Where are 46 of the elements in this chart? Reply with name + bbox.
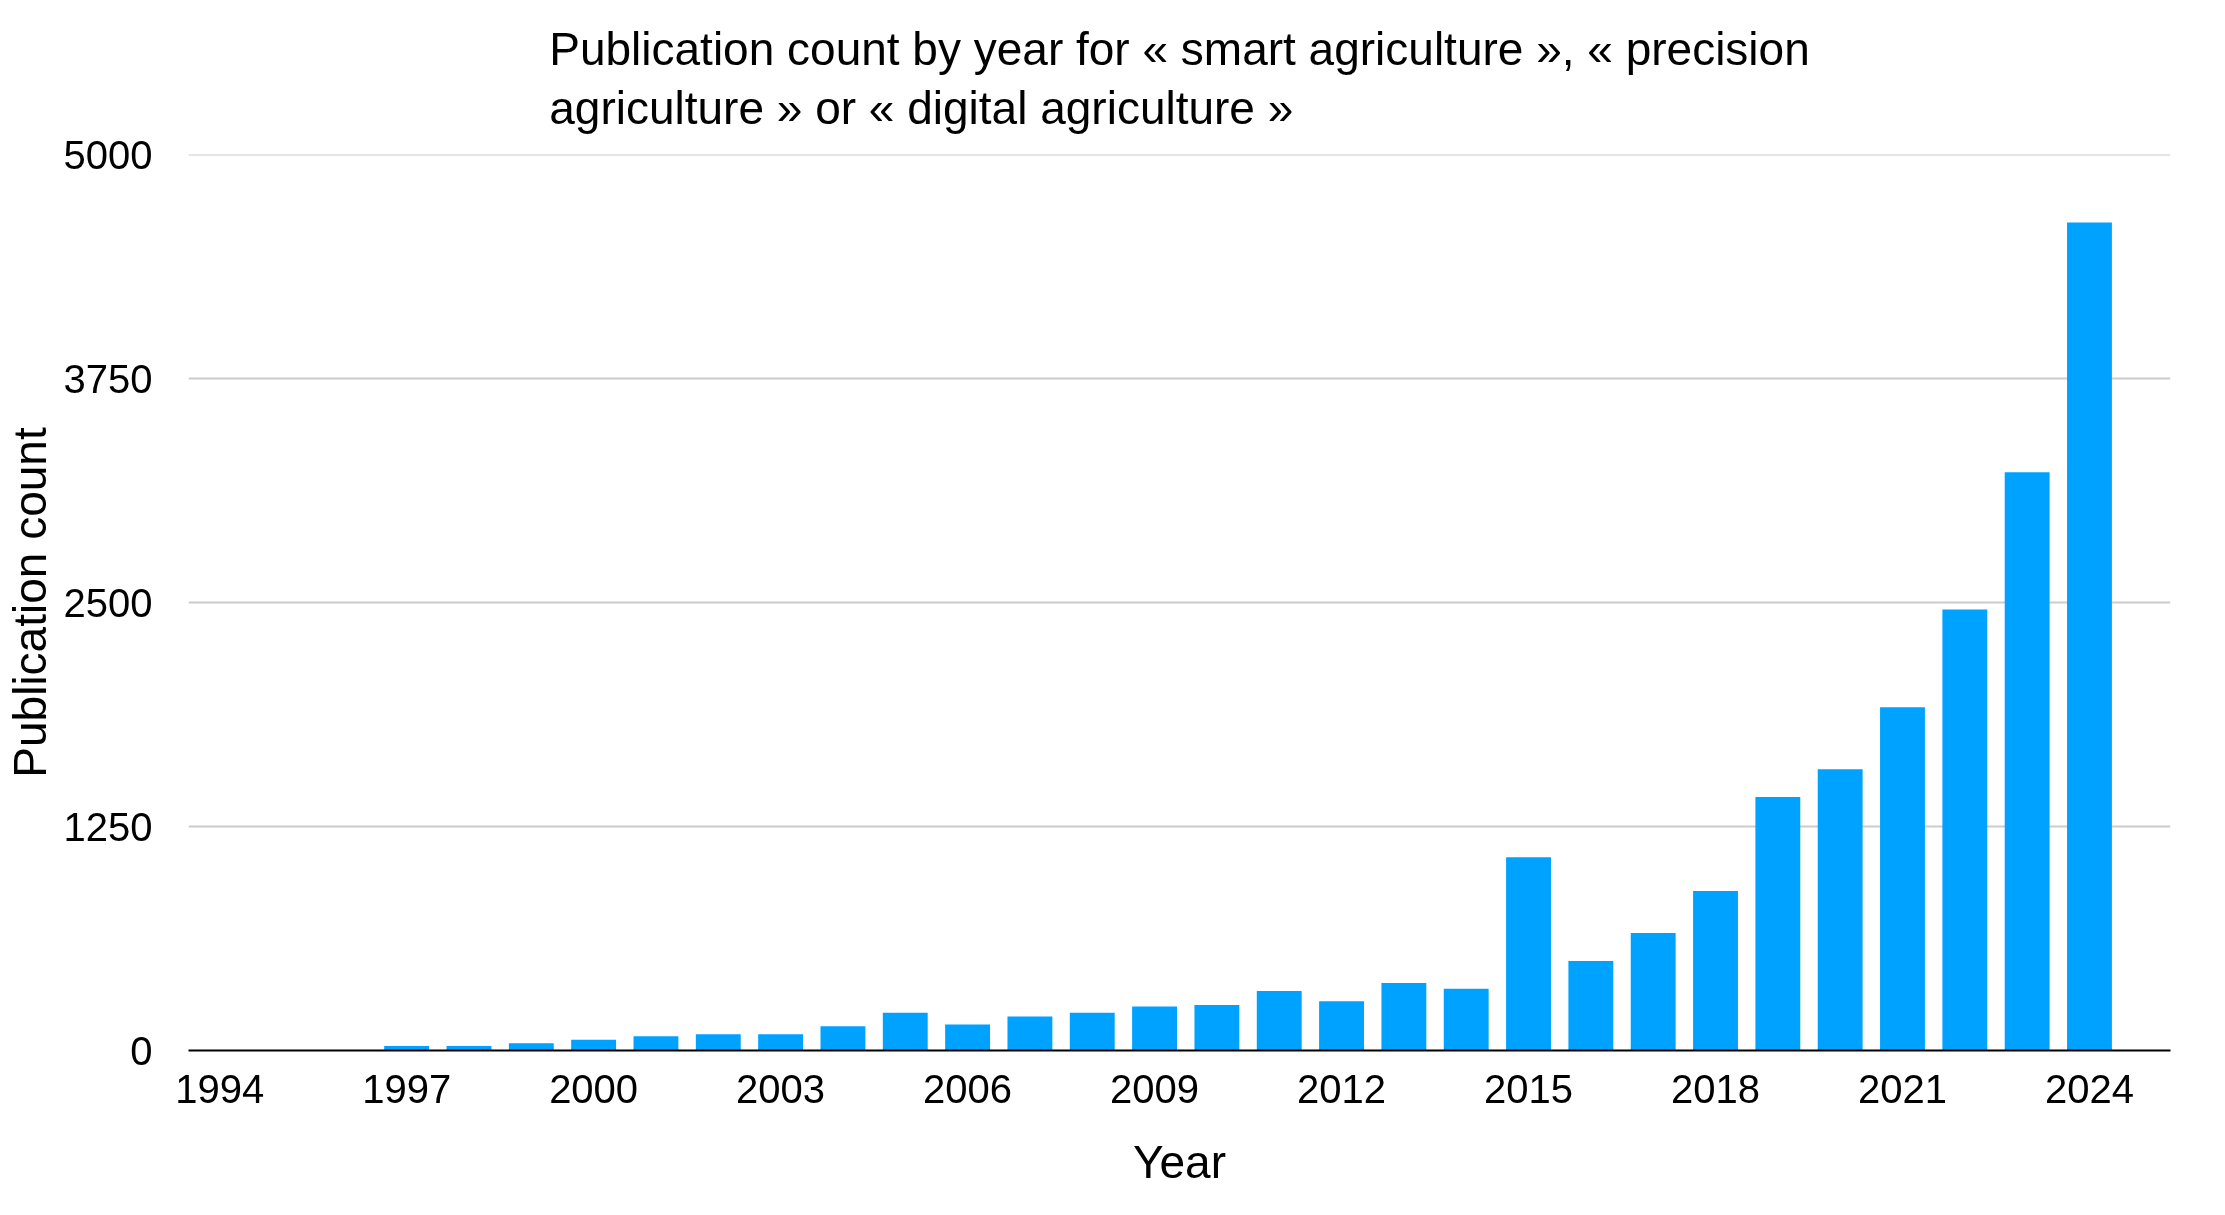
x-tick-label: 2009 [1110, 1066, 1200, 1111]
x-tick-label: 2000 [549, 1066, 639, 1111]
bar [945, 1024, 991, 1051]
y-tick-label: 2500 [63, 580, 153, 625]
x-tick-label: 2024 [2044, 1066, 2134, 1111]
y-axis-title: Publication count [3, 427, 56, 778]
bar [1381, 982, 1427, 1051]
bar [820, 1026, 866, 1051]
bar [1007, 1016, 1053, 1051]
bar [1443, 988, 1489, 1051]
bar [1194, 1004, 1240, 1051]
bar [1132, 1006, 1178, 1051]
x-tick-label: 2015 [1484, 1066, 1574, 1111]
bar [2067, 222, 2112, 1051]
bar [508, 1043, 554, 1051]
bar [1880, 707, 1925, 1051]
x-tick-label: 2018 [1671, 1066, 1760, 1111]
bar [2004, 472, 2050, 1051]
x-tick-label: 2003 [736, 1066, 826, 1111]
x-tick-label: 2006 [923, 1066, 1013, 1111]
bar [1319, 1001, 1364, 1051]
bar [1069, 1012, 1115, 1051]
bar [1506, 857, 1551, 1051]
x-tick-label: 1994 [175, 1066, 265, 1111]
y-tick-label: 5000 [63, 132, 153, 177]
x-tick-label: 1997 [362, 1066, 452, 1111]
x-tick-label: 2021 [1858, 1066, 1947, 1111]
bar [1568, 960, 1614, 1051]
bar [1256, 991, 1302, 1051]
bar [571, 1039, 617, 1051]
y-tick-label: 3750 [63, 356, 153, 401]
bar [758, 1034, 804, 1051]
x-axis-title: Year [1133, 1135, 1226, 1188]
y-tick-label: 0 [130, 1028, 153, 1073]
chart-title: Publication count by year for « smart agriculture », « precision agriculture » or « digital agriculture » [549, 22, 1810, 135]
bar [633, 1036, 679, 1051]
bar [1942, 609, 1988, 1051]
bar [1630, 932, 1676, 1051]
bar [1817, 769, 1863, 1051]
y-tick-label: 1250 [63, 804, 153, 849]
bar [384, 1046, 430, 1051]
x-tick-label: 2012 [1297, 1066, 1387, 1111]
bar [882, 1012, 928, 1051]
bar [1693, 891, 1738, 1051]
bar [1755, 796, 1801, 1051]
bar [695, 1034, 741, 1051]
